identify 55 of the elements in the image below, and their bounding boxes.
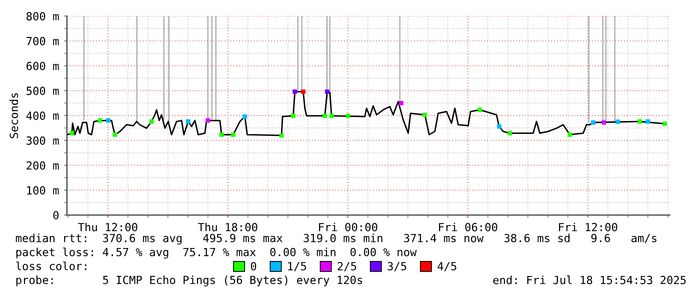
point xyxy=(478,108,482,112)
x-tick-label: Fri 00:00 xyxy=(319,222,378,232)
y-axis-title: Seconds xyxy=(10,93,18,138)
point xyxy=(422,112,428,117)
x-tick-label: Fri 06:00 xyxy=(439,222,498,232)
point xyxy=(602,120,606,125)
y-tick-label: 500 m xyxy=(26,86,59,96)
point xyxy=(186,119,190,124)
text: median rtt: 370.6 ms avg 495.9 ms max 319.0 ms min 371.4 ms now 38.6 ms sd 9.6 am/s xyxy=(16,234,656,244)
point xyxy=(291,114,296,118)
point xyxy=(242,114,248,119)
point xyxy=(301,89,306,94)
point xyxy=(508,130,512,136)
point xyxy=(616,120,620,124)
point xyxy=(231,132,236,137)
point xyxy=(590,120,596,125)
point xyxy=(568,132,572,137)
x-tick-label: Thu 18:00 xyxy=(198,222,258,232)
point xyxy=(398,100,404,106)
y-tick-label: 200 m xyxy=(26,161,59,170)
point xyxy=(292,89,298,94)
point xyxy=(70,130,74,136)
point xyxy=(206,118,210,123)
x-tick-label: Thu 12:00 xyxy=(78,222,138,232)
legend-title: loss color: xyxy=(16,262,86,270)
point xyxy=(106,118,110,123)
point xyxy=(662,122,668,126)
point xyxy=(646,119,650,124)
point xyxy=(496,124,502,129)
y-tick-label: 0 xyxy=(53,211,59,220)
point xyxy=(329,114,334,118)
y-tick-label: 100 m xyxy=(27,186,59,195)
point xyxy=(219,132,224,137)
y-tick-label: 300 m xyxy=(26,136,59,145)
text: packet loss: 4.57 % avg 75.17 % max 0.00 % min 0.00 % now xyxy=(16,248,417,258)
y-tick-label: 600 m xyxy=(26,62,59,70)
point xyxy=(149,119,154,124)
point xyxy=(112,132,118,137)
point xyxy=(346,114,350,118)
y-tick-label: 700 m xyxy=(26,36,59,46)
point xyxy=(98,118,102,123)
point xyxy=(279,133,284,138)
point xyxy=(638,119,642,124)
legend-label: 1/5 xyxy=(288,262,306,272)
point xyxy=(325,89,330,94)
legend-label: 0 xyxy=(250,262,256,270)
y-tick-label: 800 m xyxy=(26,12,59,20)
text: end: Fri Jul 18 15:54:53 2025 xyxy=(493,276,686,284)
text: probe: 5 ICMP Echo Pings (56 Bytes) every 120s xyxy=(16,276,362,286)
legend-label: 3/5 xyxy=(388,262,406,272)
point xyxy=(322,114,328,118)
y-tick-label: 400 m xyxy=(26,112,59,120)
x-tick-label: Fri 12:00 xyxy=(558,222,618,232)
legend-label: 4/5 xyxy=(438,262,456,272)
legend-label: 2/5 xyxy=(338,262,356,272)
